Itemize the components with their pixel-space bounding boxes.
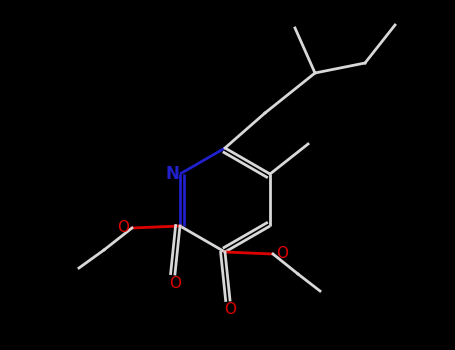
Text: O: O bbox=[224, 302, 236, 317]
Text: O: O bbox=[117, 220, 129, 236]
Text: O: O bbox=[169, 276, 181, 292]
Text: O: O bbox=[276, 246, 288, 261]
Text: N: N bbox=[165, 165, 179, 183]
